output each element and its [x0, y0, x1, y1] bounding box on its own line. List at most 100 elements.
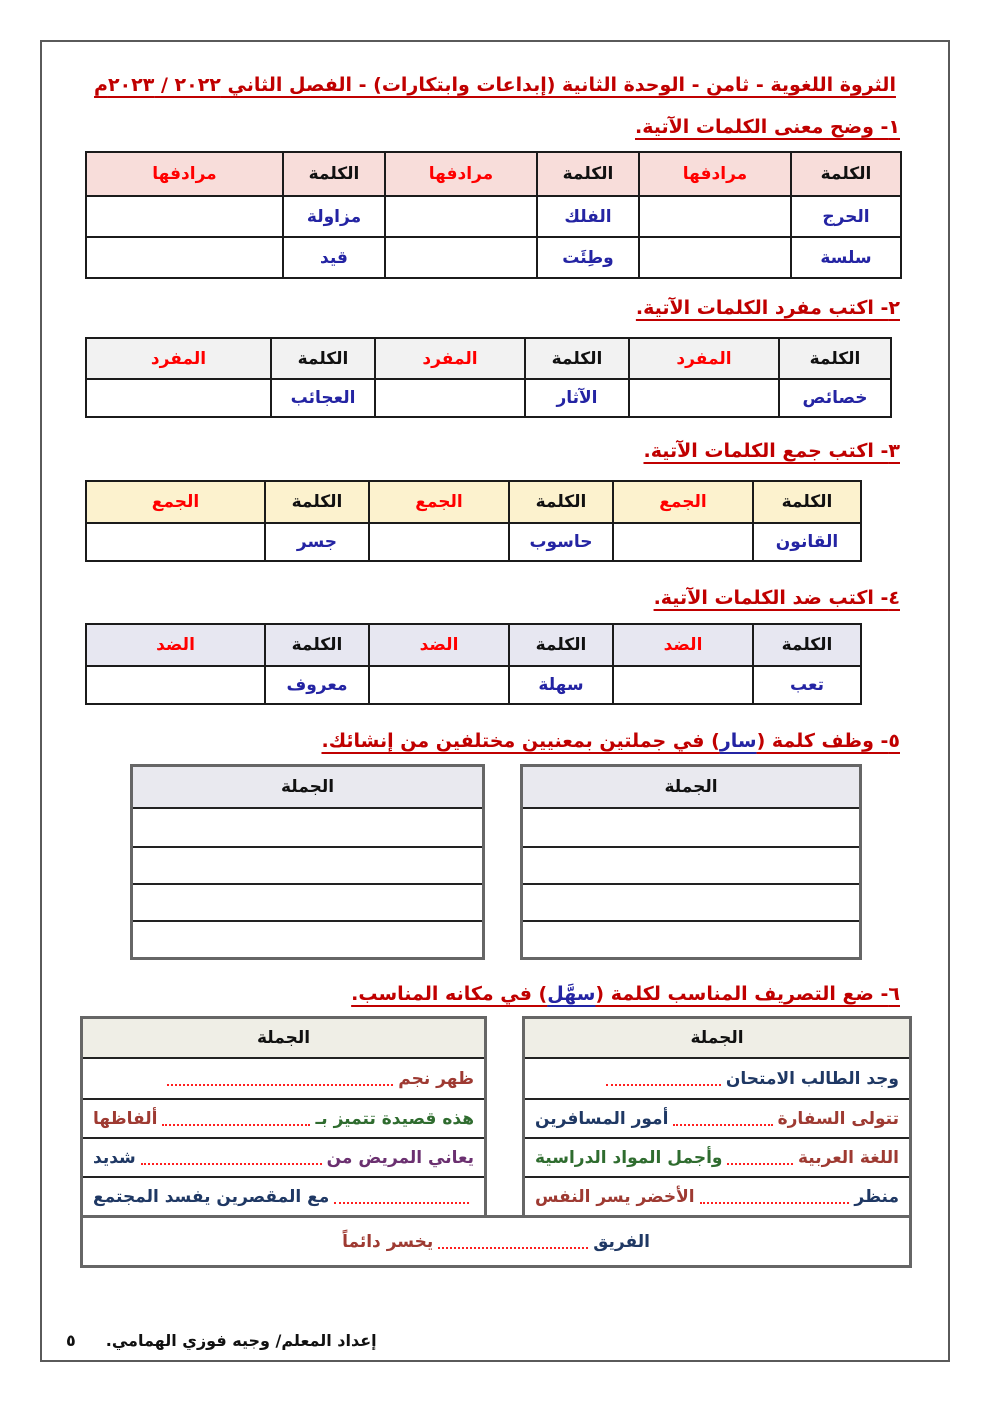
word-cell: العجائب: [270, 378, 376, 418]
word-column-header: الكلمة: [752, 480, 862, 524]
sentence-column-header: الجملة: [83, 1019, 484, 1059]
blank-dotted-line: [673, 1111, 773, 1126]
word-cell: مزاولة: [282, 195, 386, 238]
sentence-table-right: الجملة: [520, 764, 862, 960]
blank-dotted-line: [727, 1150, 793, 1165]
sentence-lead: اللغة العربية: [798, 1147, 899, 1168]
conjugation-table-right: الجملة وجد الطالب الامتحان تتولى السفارة…: [522, 1016, 912, 1218]
plural-header-row: الكلمة الجمع الكلمة الجمع الكلمة الجمع: [85, 480, 862, 524]
blank-dotted-line: [334, 1189, 469, 1204]
fill-blank-row: تتولى السفارة أمور المسافرين: [525, 1098, 909, 1137]
word-cell: جسر: [264, 522, 370, 562]
section-2-heading: ٢- اكتب مفرد الكلمات الآتية.: [635, 297, 900, 319]
word-cell: حاسوب: [508, 522, 614, 562]
singular-column-header: المفرد: [628, 337, 780, 380]
sentence-table-left: الجملة: [130, 764, 485, 960]
blank-dotted-line: [166, 1071, 394, 1086]
empty-sentence-row: [133, 809, 482, 846]
word-cell: الحرج: [790, 195, 902, 238]
section-4-heading: ٤- اكتب ضد الكلمات الآتية.: [653, 587, 900, 609]
sentence-lead: وجد الطالب الامتحان: [725, 1068, 899, 1089]
answer-cell-empty: [374, 378, 526, 418]
target-word-sahhal: سهَّل: [547, 983, 596, 1005]
answer-cell-empty: [85, 665, 266, 705]
sentence-tail: الأخضر يسر النفس: [535, 1186, 695, 1207]
blank-dotted-line: [699, 1189, 850, 1204]
word-cell: تعب: [752, 665, 862, 705]
sentence-tail: يخسر دائماً: [342, 1231, 434, 1252]
worksheet-page: الثروة اللغوية - ثامن - الوحدة الثانية (…: [40, 40, 950, 1362]
synonyms-row: الحرج الفلك مزاولة: [85, 195, 902, 238]
sentence-tail: وأجمل المواد الدراسية: [535, 1147, 723, 1168]
sentence-lead: يعاني المريض من: [326, 1147, 474, 1168]
heading-text: ٦- ضع التصريف المناسب لكلمة (: [595, 983, 900, 1005]
antonym-row: تعب سهلة معروف: [85, 665, 862, 705]
section-5-heading: ٥- وظف كلمة (سار) في جملتين بمعنيين مختل…: [42, 730, 900, 752]
conjugation-table-left: الجملة ظهر نجم هذه قصيدة تتميز بـ ألفاظه…: [80, 1016, 487, 1218]
word-cell: القانون: [752, 522, 862, 562]
answer-cell-empty: [368, 522, 510, 562]
sentence-tail: شديد: [93, 1147, 136, 1168]
word-column-header: الكلمة: [264, 480, 370, 524]
word-column-header: الكلمة: [524, 337, 630, 380]
fill-blank-row: مع المقصرين يفسد المجتمع: [83, 1176, 484, 1215]
conjugation-tables-wrap: الجملة وجد الطالب الامتحان تتولى السفارة…: [80, 1016, 912, 1218]
answer-cell-empty: [638, 236, 792, 279]
fill-blank-row: هذه قصيدة تتميز بـ ألفاظها: [83, 1098, 484, 1137]
plural-column-header: الجمع: [612, 480, 754, 524]
answer-cell-empty: [628, 378, 780, 418]
empty-sentence-row: [523, 809, 859, 846]
fill-blank-row: يعاني المريض من شديد: [83, 1137, 484, 1176]
fill-blank-row: منظر الأخضر يسر النفس: [525, 1176, 909, 1215]
footer-credit: إعداد المعلم/ وجيه فوزي الهمامي.: [105, 1331, 377, 1350]
plural-column-header: الجمع: [85, 480, 266, 524]
sentence-column-header: الجملة: [133, 767, 482, 809]
empty-sentence-row: [133, 920, 482, 957]
sentence-column-header: الجملة: [525, 1019, 909, 1059]
answer-cell-empty: [368, 665, 510, 705]
word-cell: قيد: [282, 236, 386, 279]
answer-cell-empty: [384, 195, 538, 238]
heading-text: ) في مكانه المناسب.: [351, 983, 548, 1005]
sentence-tables-wrap: الجملة الجملة: [130, 764, 862, 960]
blank-dotted-line: [162, 1111, 311, 1126]
word-cell: خصائص: [778, 378, 892, 418]
singular-column-header: المفرد: [374, 337, 526, 380]
synonym-column-header: مرادفها: [85, 151, 284, 197]
singular-header-row: الكلمة المفرد الكلمة المفرد الكلمة المفر…: [85, 337, 892, 380]
section-6-heading: ٦- ضع التصريف المناسب لكلمة (سهَّل) في م…: [42, 983, 900, 1005]
word-cell: الفلك: [536, 195, 640, 238]
word-column-header: الكلمة: [264, 623, 370, 667]
target-word-sar: سار: [719, 730, 757, 752]
empty-sentence-row: [523, 883, 859, 920]
word-cell: معروف: [264, 665, 370, 705]
sentence-lead: الفريق: [593, 1231, 650, 1252]
plural-row: القانون حاسوب جسر: [85, 522, 862, 562]
answer-cell-empty: [638, 195, 792, 238]
word-column-header: الكلمة: [778, 337, 892, 380]
blank-dotted-line: [605, 1071, 721, 1086]
page-number: ٥: [66, 1331, 76, 1350]
word-column-header: الكلمة: [508, 480, 614, 524]
sentence-column-header: الجملة: [523, 767, 859, 809]
word-cell: الآثار: [524, 378, 630, 418]
answer-cell-empty: [384, 236, 538, 279]
blank-dotted-line: [438, 1234, 589, 1249]
sentence-tail: أمور المسافرين: [535, 1108, 669, 1129]
antonym-table: الكلمة الضد الكلمة الضد الكلمة الضد تعب …: [85, 623, 862, 705]
synonyms-header-row: الكلمة مرادفها الكلمة مرادفها الكلمة مرا…: [85, 151, 902, 197]
antonym-column-header: الضد: [368, 623, 510, 667]
word-column-header: الكلمة: [270, 337, 376, 380]
fill-blank-row: وجد الطالب الامتحان: [525, 1059, 909, 1098]
word-cell: سهلة: [508, 665, 614, 705]
answer-cell-empty: [612, 522, 754, 562]
blank-dotted-line: [140, 1150, 322, 1165]
section-1-heading: ١- وضح معنى الكلمات الآتية.: [635, 116, 900, 138]
answer-cell-empty: [85, 195, 284, 238]
sentence-lead: تتولى السفارة: [777, 1108, 899, 1129]
empty-sentence-row: [523, 920, 859, 957]
singular-column-header: المفرد: [85, 337, 272, 380]
word-column-header: الكلمة: [508, 623, 614, 667]
answer-cell-empty: [85, 236, 284, 279]
plural-table: الكلمة الجمع الكلمة الجمع الكلمة الجمع ا…: [85, 480, 862, 562]
